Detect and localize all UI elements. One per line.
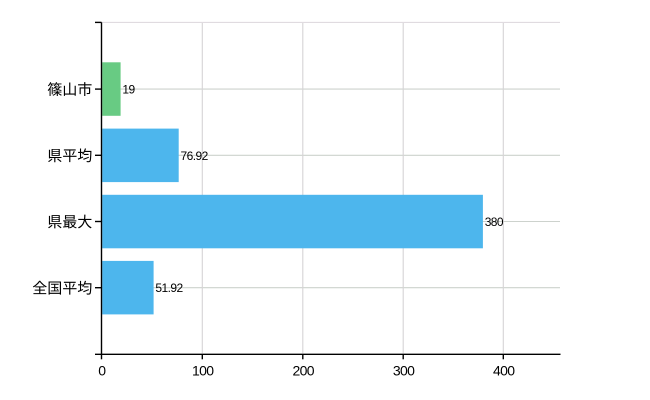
svg-text:400: 400	[493, 363, 515, 379]
svg-text:380: 380	[485, 215, 504, 229]
svg-text:19: 19	[122, 83, 135, 97]
svg-text:76.92: 76.92	[181, 149, 209, 163]
svg-text:300: 300	[393, 363, 415, 379]
svg-text:0: 0	[98, 363, 106, 379]
svg-text:51.92: 51.92	[155, 281, 183, 295]
svg-text:100: 100	[192, 363, 214, 379]
svg-text:200: 200	[293, 363, 315, 379]
